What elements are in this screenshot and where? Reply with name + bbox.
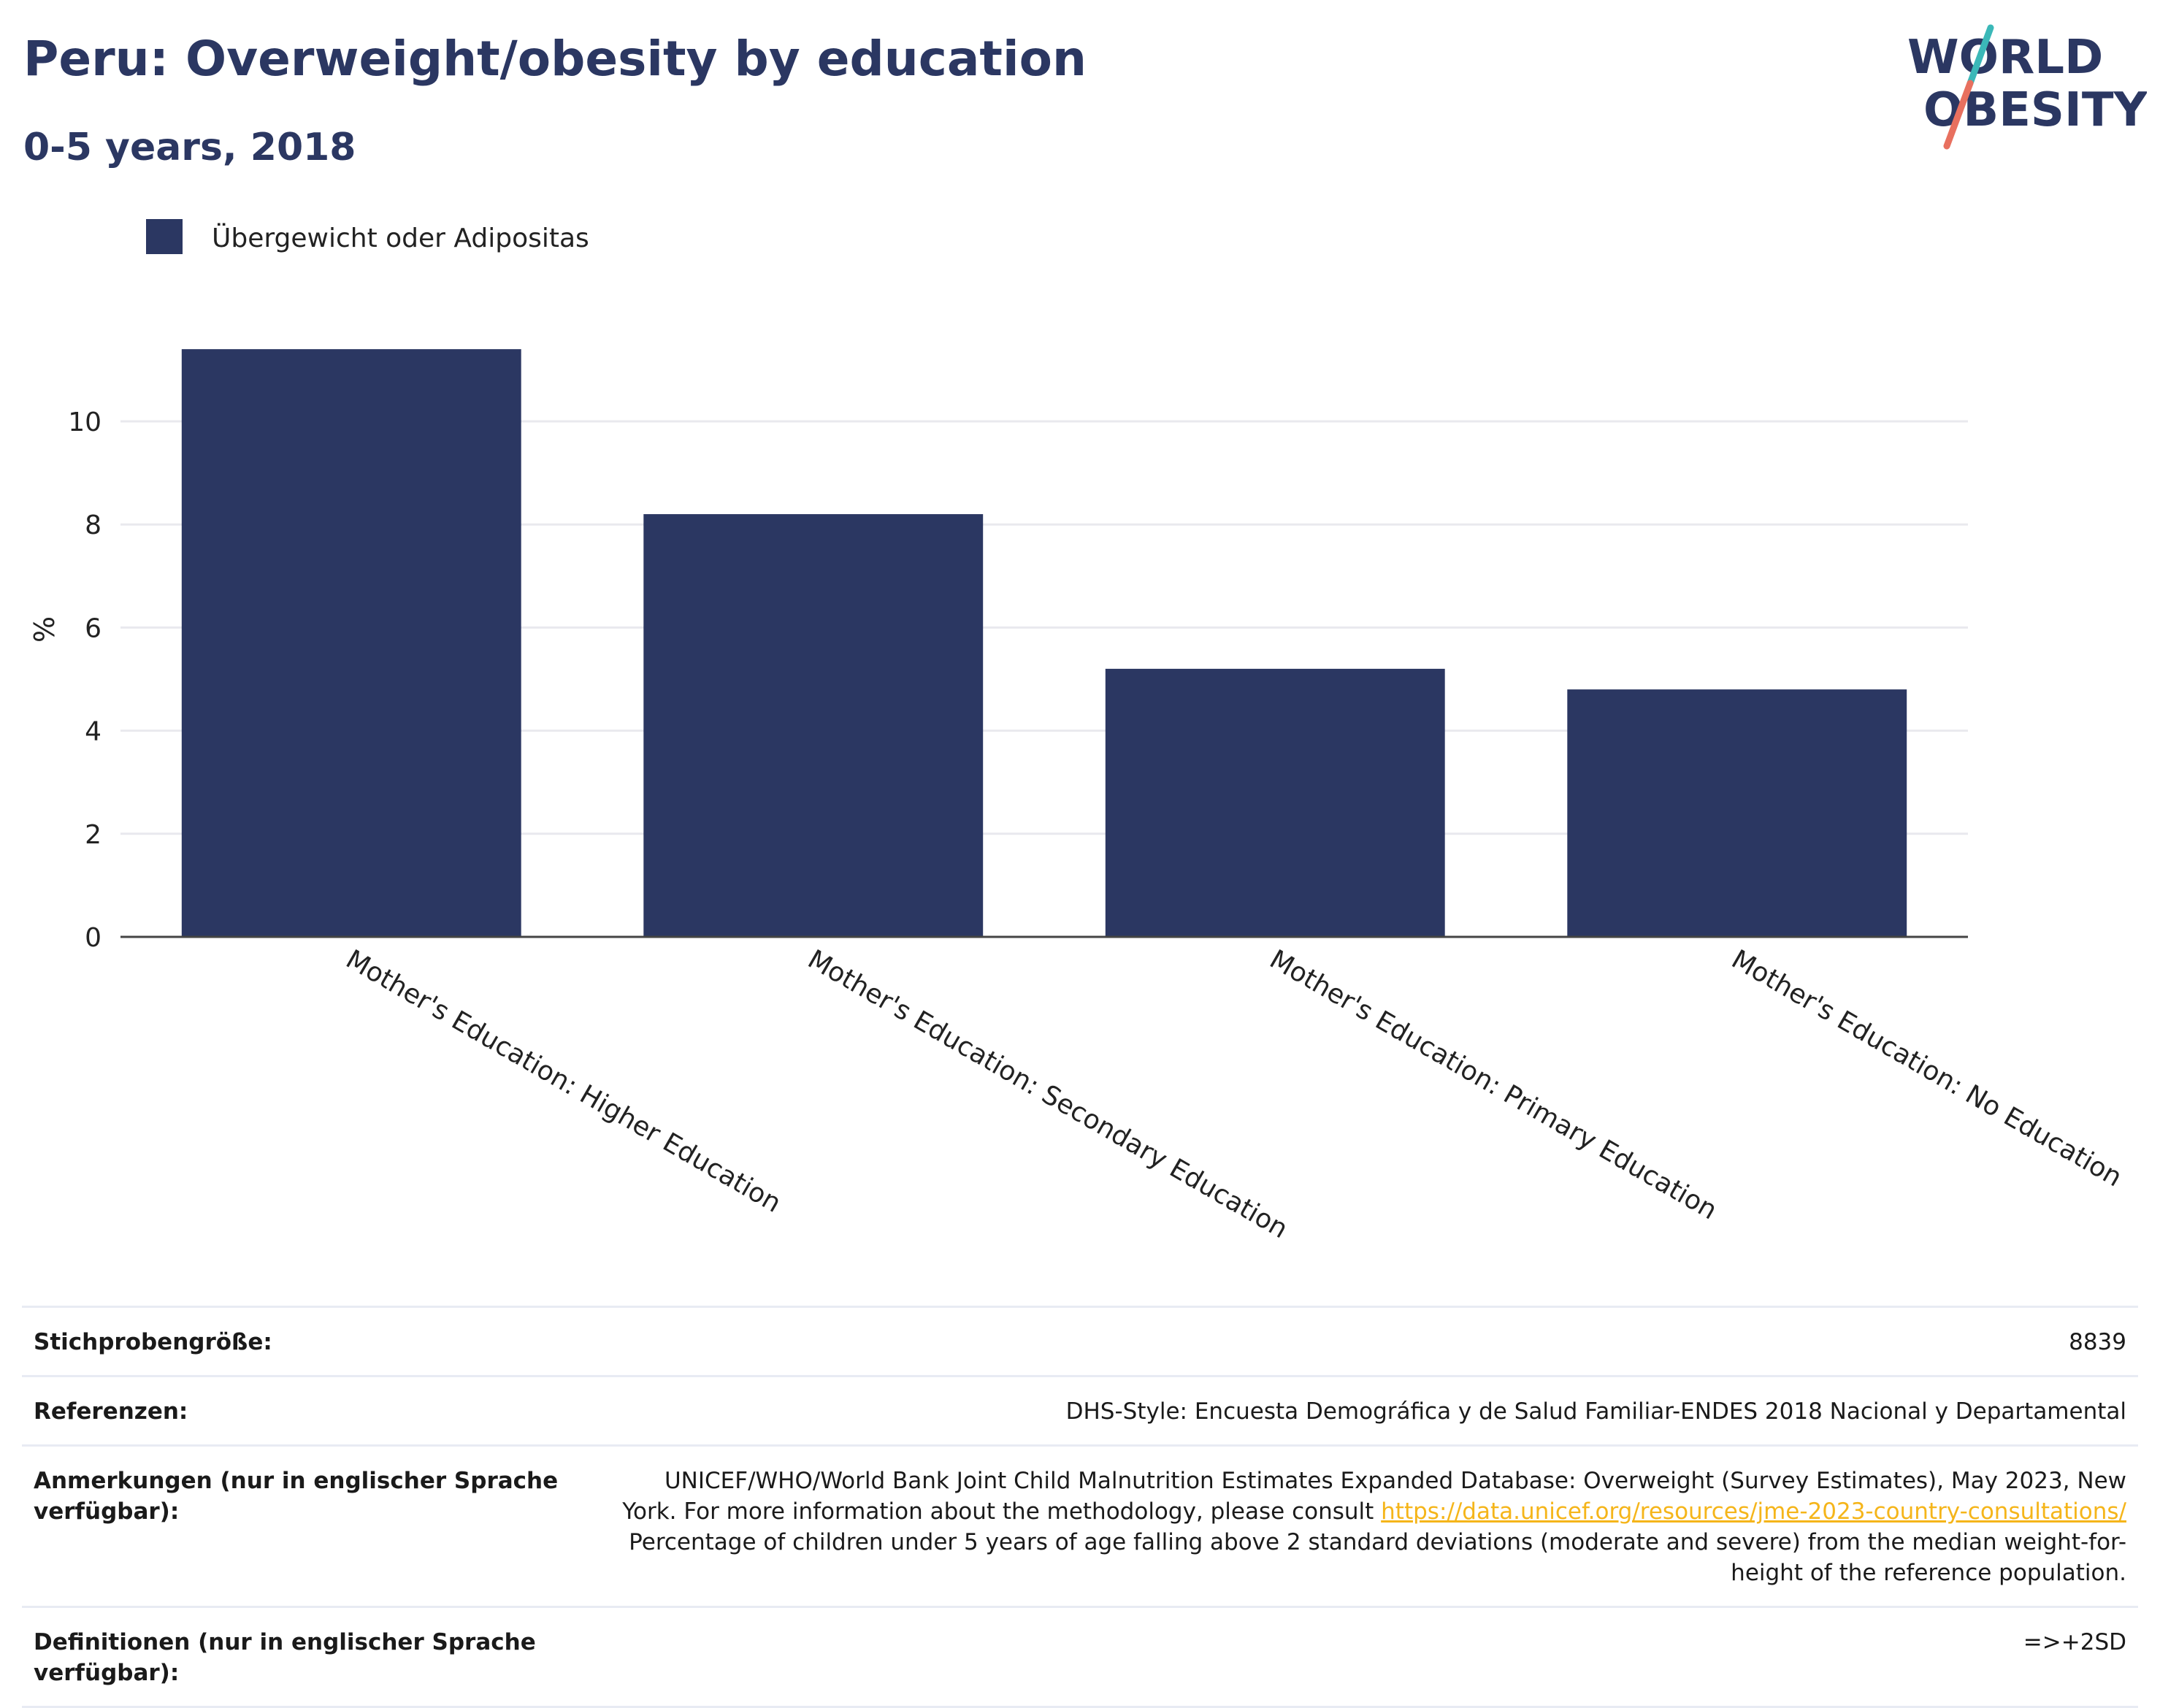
bar: [181, 349, 521, 937]
x-tick-labels: Mother's Education: Higher Education Moth…: [341, 944, 2127, 1244]
notes-text: UNICEF/WHO/World Bank Joint Child Malnut…: [622, 1468, 2126, 1525]
x-tick-label: Mother's Education: No Education: [1726, 944, 2126, 1192]
world-obesity-logo: WORLD OBESITY: [1907, 24, 2147, 150]
meta-row-definitions: Definitionen (nur in englischer Sprache …: [22, 1606, 2138, 1708]
references-value: DHS-Style: Encuesta Demográfica y de Sal…: [1065, 1398, 2126, 1425]
y-tick-label: 2: [85, 820, 102, 850]
bars: [181, 349, 1907, 937]
x-tick-label: Mother's Education: Primary Education: [1265, 944, 1722, 1225]
page-title: Peru: Overweight/obesity by education: [23, 31, 1087, 87]
meta-row-sample-size: Stichprobengröße: 8839: [22, 1306, 2138, 1375]
sample-size-value: 8839: [2069, 1329, 2126, 1355]
notes-definition-text: Percentage of children under 5 years of …: [629, 1529, 2126, 1586]
logo-text-world: WORLD: [1907, 31, 2103, 85]
legend-label: Übergewicht oder Adipositas: [212, 223, 589, 253]
y-tick-label: 0: [85, 923, 102, 953]
bar: [643, 514, 984, 937]
bar: [1567, 689, 1907, 937]
notes-label: Anmerkungen (nur in englischer Sprache v…: [34, 1468, 559, 1525]
y-axis-label: %: [28, 616, 61, 643]
bar: [1105, 668, 1445, 937]
y-tick-label: 10: [68, 407, 102, 437]
logo-slash-teal: [1966, 24, 1994, 87]
notes-value: UNICEF/WHO/World Bank Joint Child Malnut…: [559, 1466, 2126, 1588]
meta-row-references: Referenzen: DHS-Style: Encuesta Demográf…: [22, 1375, 2138, 1444]
definitions-label: Definitionen (nur in englischer Sprache …: [34, 1629, 536, 1686]
y-tick-label: 8: [85, 510, 102, 540]
metadata-table: Stichprobengröße: 8839 Referenzen: DHS-S…: [22, 1306, 2138, 1708]
page-subtitle: 0-5 years, 2018: [23, 126, 356, 169]
definitions-value: =>+2SD: [2023, 1629, 2126, 1655]
x-tick-label: Mother's Education: Higher Education: [341, 944, 786, 1219]
bar-chart: Übergewicht oder Adipositas 0 2 4 6 8 10 Moth…: [28, 219, 2127, 1244]
logo-slash-coral: [1943, 80, 1974, 150]
sample-size-label: Stichprobengröße:: [34, 1329, 272, 1355]
meta-row-notes: Anmerkungen (nur in englischer Sprache v…: [22, 1444, 2138, 1606]
notes-link[interactable]: https://data.unicef.org/resources/jme-20…: [1381, 1498, 2126, 1525]
legend: Übergewicht oder Adipositas: [146, 219, 589, 254]
y-tick-label: 4: [85, 717, 102, 747]
legend-swatch: [146, 219, 183, 254]
y-tick-label: 6: [85, 613, 102, 643]
x-tick-label: Mother's Education: Secondary Education: [803, 944, 1292, 1244]
y-tick-labels: 0 2 4 6 8 10: [68, 407, 102, 953]
references-label: Referenzen:: [34, 1398, 188, 1425]
